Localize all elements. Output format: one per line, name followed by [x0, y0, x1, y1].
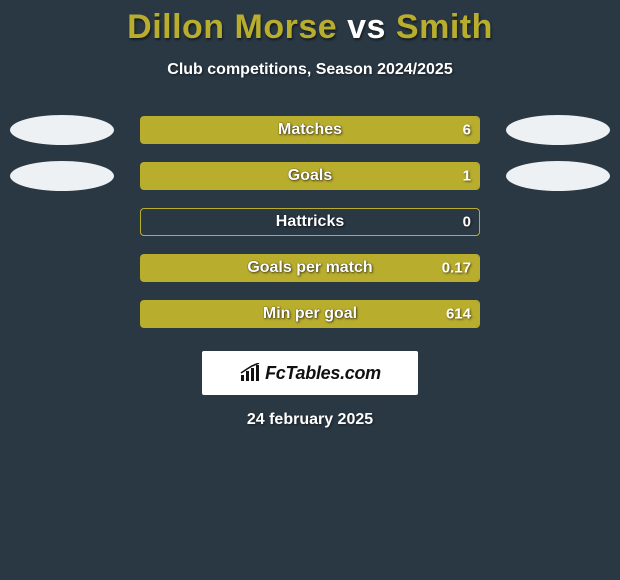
stat-label: Matches	[278, 121, 342, 139]
logo: FcTables.com	[202, 351, 418, 395]
stat-row: Hattricks 0	[0, 199, 620, 245]
page-title: Dillon Morse vs Smith	[0, 0, 620, 47]
stat-bar: Matches 6	[140, 116, 480, 144]
stat-label: Goals per match	[247, 259, 372, 277]
subtitle: Club competitions, Season 2024/2025	[0, 61, 620, 79]
stat-row: Matches 6	[0, 107, 620, 153]
stat-label: Min per goal	[263, 305, 357, 323]
stat-bar: Min per goal 614	[140, 300, 480, 328]
avatar-player1	[10, 161, 114, 191]
avatar-player1	[10, 115, 114, 145]
stat-value-player2: 6	[463, 122, 471, 139]
stat-row: Min per goal 614	[0, 291, 620, 337]
stat-bar: Hattricks 0	[140, 208, 480, 236]
stat-row: Goals 1	[0, 153, 620, 199]
stat-rows: Matches 6 Goals 1 Hattricks 0 Goals per match 0…	[0, 107, 620, 337]
title-vs: vs	[347, 8, 386, 46]
avatar-player2	[506, 161, 610, 191]
stat-label: Goals	[288, 167, 332, 185]
stat-value-player2: 0.17	[442, 260, 471, 277]
stat-value-player2: 0	[463, 214, 471, 231]
title-player2: Smith	[396, 8, 493, 46]
date-text: 24 february 2025	[0, 411, 620, 429]
stat-bar: Goals 1	[140, 162, 480, 190]
logo-text: FcTables.com	[265, 363, 381, 384]
chart-icon	[239, 363, 263, 383]
stat-value-player2: 1	[463, 168, 471, 185]
stat-bar: Goals per match 0.17	[140, 254, 480, 282]
stat-value-player2: 614	[446, 306, 471, 323]
avatar-player2	[506, 115, 610, 145]
stat-row: Goals per match 0.17	[0, 245, 620, 291]
stat-label: Hattricks	[276, 213, 344, 231]
title-player1: Dillon Morse	[127, 8, 337, 46]
